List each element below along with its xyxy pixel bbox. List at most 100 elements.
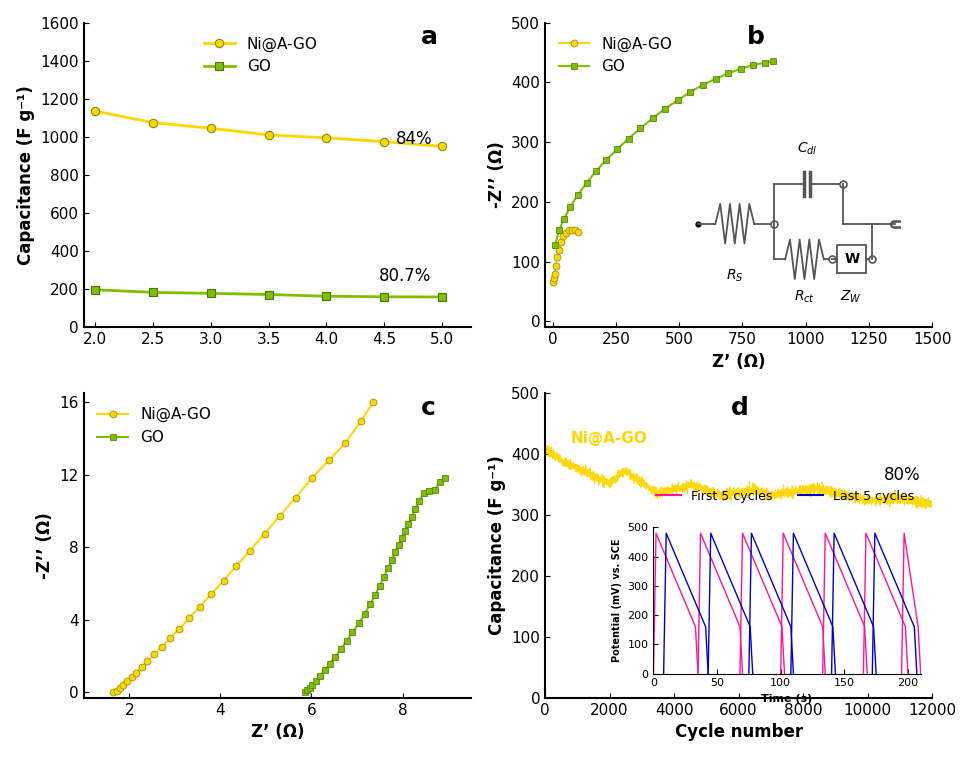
GO — [341, 637, 352, 646]
GO — [591, 166, 602, 175]
Ni@A-GO — [549, 269, 560, 278]
GO — [301, 686, 312, 695]
Ni@A-GO — [565, 225, 577, 234]
Ni@A-GO — [90, 107, 101, 116]
Text: d: d — [731, 396, 749, 420]
Text: 84%: 84% — [396, 130, 432, 149]
GO — [623, 134, 634, 143]
GO — [205, 289, 217, 298]
Ni@A-GO — [559, 228, 571, 237]
Line: GO: GO — [552, 58, 776, 249]
GO — [306, 681, 318, 690]
GO — [359, 609, 371, 619]
GO — [410, 505, 421, 514]
GO — [393, 540, 405, 550]
Ni@A-GO — [164, 634, 176, 643]
GO — [370, 590, 381, 599]
X-axis label: Z’ (Ω): Z’ (Ω) — [712, 352, 766, 371]
Legend: Ni@A-GO, GO: Ni@A-GO, GO — [553, 30, 678, 80]
GO — [299, 687, 310, 696]
Line: Ni@A-GO: Ni@A-GO — [91, 107, 447, 151]
Ni@A-GO — [218, 576, 230, 585]
Ni@A-GO — [147, 118, 159, 127]
GO — [389, 548, 401, 557]
Ni@A-GO — [184, 613, 196, 622]
Ni@A-GO — [562, 226, 574, 235]
Y-axis label: -Z’’ (Ω): -Z’’ (Ω) — [487, 142, 506, 208]
Ni@A-GO — [306, 474, 318, 483]
Ni@A-GO — [355, 417, 367, 426]
Ni@A-GO — [263, 130, 274, 139]
GO — [402, 520, 414, 529]
GO — [418, 488, 430, 497]
GO — [434, 478, 446, 487]
GO — [550, 240, 561, 249]
Y-axis label: -Z’’ (Ω): -Z’’ (Ω) — [36, 512, 54, 579]
GO — [611, 145, 623, 154]
GO — [414, 496, 425, 506]
Ni@A-GO — [290, 493, 302, 502]
Ni@A-GO — [378, 137, 390, 146]
GO — [684, 87, 696, 96]
Line: Ni@A-GO: Ni@A-GO — [550, 227, 582, 286]
Text: Ni@A-GO: Ni@A-GO — [571, 431, 648, 446]
Line: GO: GO — [91, 286, 447, 301]
Ni@A-GO — [194, 602, 205, 611]
GO — [439, 473, 450, 482]
GO — [553, 226, 564, 235]
Ni@A-GO — [244, 546, 256, 555]
GO — [365, 600, 377, 609]
Y-axis label: Capacitance (F g⁻¹): Capacitance (F g⁻¹) — [17, 85, 35, 265]
GO — [324, 659, 336, 669]
Text: 80%: 80% — [883, 466, 920, 484]
GO — [722, 69, 734, 78]
GO — [659, 104, 670, 113]
Ni@A-GO — [321, 133, 333, 143]
GO — [329, 652, 341, 661]
Ni@A-GO — [126, 672, 137, 681]
Legend: First 5 cycles, Last 5 cycles: First 5 cycles, Last 5 cycles — [651, 485, 919, 508]
GO — [378, 293, 390, 302]
GO — [304, 684, 315, 693]
Ni@A-GO — [273, 512, 285, 521]
Ni@A-GO — [259, 529, 270, 538]
Ni@A-GO — [205, 124, 217, 133]
GO — [396, 534, 408, 543]
Ni@A-GO — [157, 642, 168, 651]
GO — [572, 190, 584, 199]
GO — [671, 96, 683, 105]
Ni@A-GO — [552, 252, 563, 262]
GO — [382, 564, 394, 573]
Line: Ni@A-GO: Ni@A-GO — [110, 399, 377, 696]
Ni@A-GO — [548, 274, 559, 283]
Ni@A-GO — [556, 238, 567, 247]
GO — [353, 619, 365, 628]
GO — [321, 292, 333, 301]
GO — [386, 556, 398, 565]
GO — [406, 512, 417, 522]
Legend: Ni@A-GO, GO: Ni@A-GO, GO — [198, 30, 324, 80]
GO — [90, 285, 101, 294]
Ni@A-GO — [558, 232, 569, 241]
GO — [399, 527, 411, 536]
GO — [767, 57, 778, 66]
Ni@A-GO — [553, 245, 564, 254]
GO — [319, 666, 331, 675]
GO — [436, 293, 448, 302]
X-axis label: Z’ (Ω): Z’ (Ω) — [251, 723, 305, 741]
GO — [759, 58, 771, 67]
Ni@A-GO — [135, 662, 147, 672]
Ni@A-GO — [231, 562, 242, 571]
Ni@A-GO — [118, 681, 129, 690]
Ni@A-GO — [550, 262, 561, 271]
GO — [314, 672, 326, 681]
GO — [147, 288, 159, 297]
Ni@A-GO — [572, 227, 584, 236]
GO — [335, 645, 346, 654]
GO — [559, 214, 570, 223]
Ni@A-GO — [569, 226, 581, 235]
Ni@A-GO — [107, 688, 119, 697]
Ni@A-GO — [173, 624, 185, 633]
Ni@A-GO — [367, 398, 378, 407]
Ni@A-GO — [323, 456, 335, 465]
